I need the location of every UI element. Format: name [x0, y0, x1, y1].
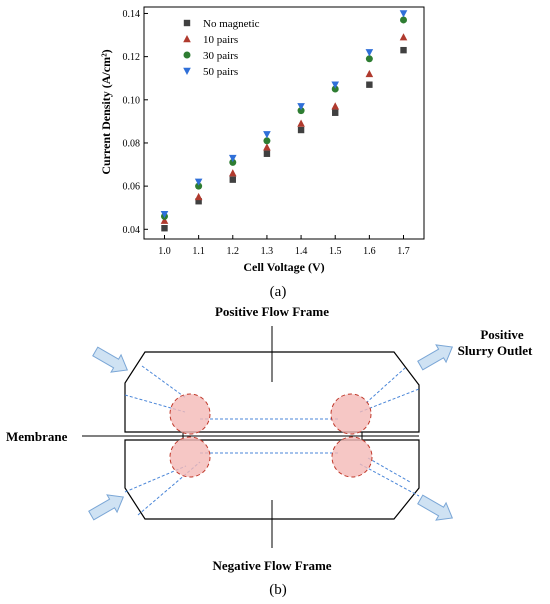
- x-tick-label: 1.3: [261, 246, 274, 257]
- plot-frame: [143, 6, 425, 240]
- diagram-panel-b: Positive Flow Frame Membrane: [6, 304, 533, 573]
- port-circle-top-left: [169, 393, 211, 435]
- y-tick-label: 0.10: [123, 95, 141, 106]
- data-point: [297, 126, 305, 134]
- legend-marker: [183, 19, 191, 27]
- data-point: [195, 182, 203, 190]
- data-point: [228, 169, 237, 177]
- x-tick-label: 1.7: [397, 246, 410, 257]
- port-circle-top-right: [330, 393, 372, 435]
- data-point: [332, 109, 339, 116]
- y-axis-ticks: 0.04 0.06 0.08 0.10 0.12 0.14: [123, 9, 148, 236]
- data-point: [297, 103, 305, 111]
- y-tick-label: 0.06: [123, 182, 141, 193]
- legend-label: No magnetic: [203, 18, 260, 30]
- data-point: [399, 10, 408, 18]
- panel-a-label: (a): [270, 284, 287, 300]
- data-point: [229, 158, 237, 166]
- data-point: [399, 33, 408, 41]
- x-tick-label: 1.0: [158, 246, 171, 257]
- data-point: [228, 154, 237, 163]
- legend-marker: [183, 35, 191, 43]
- port-circle-bottom-left: [169, 436, 211, 478]
- data-point: [263, 143, 271, 151]
- data-point: [194, 178, 203, 186]
- legend-label: 50 pairs: [203, 66, 238, 78]
- data-point: [263, 131, 271, 139]
- flow-arrows: [88, 344, 454, 521]
- data-point: [195, 198, 202, 205]
- data-point: [365, 69, 374, 78]
- positive-slurry-outlet-label-1: Positive: [480, 327, 524, 342]
- y-tick-label: 0.12: [123, 52, 141, 63]
- series-2: [160, 33, 408, 224]
- x-tick-label: 1.6: [363, 246, 376, 257]
- data-point: [365, 49, 374, 57]
- chart-panel-a: 1.0 1.1 1.2 1.3 1.4 1.5 1.6 1.7 0.04 0.06 0.08 0.1…: [99, 6, 425, 274]
- data-point: [161, 225, 168, 232]
- data-point: [331, 81, 340, 89]
- data-point: [331, 85, 339, 93]
- x-tick-label: 1.1: [192, 246, 205, 257]
- series-4: [160, 10, 408, 219]
- data-point: [297, 107, 305, 115]
- data-point: [365, 55, 373, 63]
- legend-marker: [183, 67, 191, 75]
- data-point: [331, 102, 340, 110]
- x-tick-label: 1.4: [295, 246, 308, 257]
- data-point: [263, 150, 271, 157]
- legend-marker: [183, 51, 191, 59]
- x-tick-label: 1.5: [329, 246, 342, 257]
- data-point: [229, 176, 236, 183]
- inlet-arrow-top: [92, 346, 129, 373]
- membrane-label: Membrane: [6, 429, 68, 444]
- data-point: [160, 216, 169, 224]
- data-point: [400, 16, 408, 24]
- data-point: [194, 192, 203, 201]
- x-axis-label: Cell Voltage (V): [243, 260, 324, 274]
- series-1: [161, 46, 407, 232]
- x-tick-label: 1.2: [227, 246, 240, 257]
- negative-flow-frame: [124, 439, 420, 520]
- x-axis-ticks: 1.0 1.1 1.2 1.3 1.4 1.5 1.6 1.7: [158, 235, 410, 257]
- data-point: [366, 81, 373, 88]
- outlet-arrow-bottom: [417, 494, 454, 521]
- port-circle-bottom-right: [331, 436, 373, 478]
- positive-flow-frame-label: Positive Flow Frame: [215, 304, 329, 319]
- y-tick-label: 0.08: [123, 138, 141, 149]
- data-point: [400, 46, 407, 54]
- data-point: [297, 119, 305, 127]
- outlet-arrow-top: [417, 344, 454, 371]
- panel-b-label: (b): [269, 582, 287, 598]
- data-point: [263, 137, 271, 145]
- port-circles: [169, 393, 373, 478]
- positive-slurry-outlet-label-2: Slurry Outlet: [458, 343, 533, 358]
- data-markers: [160, 10, 408, 232]
- data-point: [160, 210, 169, 219]
- series-3: [160, 16, 408, 220]
- positive-flow-frame: [124, 351, 420, 433]
- y-tick-label: 0.14: [123, 9, 141, 20]
- legend: No magnetic 10 pairs 30 pairs 50 pairs: [183, 18, 260, 78]
- legend-label: 30 pairs: [203, 50, 238, 62]
- inlet-arrow-bottom: [88, 494, 125, 521]
- legend-label: 10 pairs: [203, 34, 238, 46]
- y-axis-label: Current Density (A/cm²): [99, 49, 113, 174]
- y-tick-label: 0.04: [123, 225, 141, 236]
- negative-flow-frame-label: Negative Flow Frame: [212, 558, 331, 573]
